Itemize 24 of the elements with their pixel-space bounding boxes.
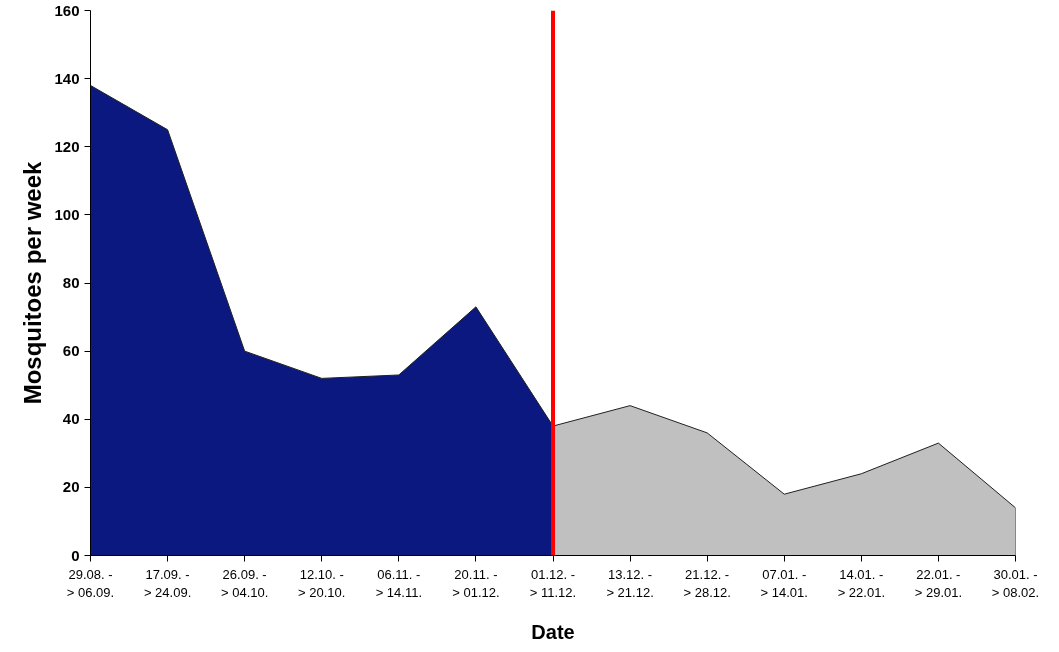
y-tick-label: 140: [54, 69, 80, 87]
y-tick-label: 60: [62, 342, 80, 360]
x-tick-label: 06.11. - > 14.11.: [375, 566, 423, 600]
x-tick-label: 21.12. - > 28.12.: [683, 566, 731, 600]
x-tick-label: 07.01. - > 14.01.: [760, 566, 808, 600]
x-tick-label: 13.12. - > 21.12.: [606, 566, 654, 600]
x-tick-label: 17.09. - > 24.09.: [143, 566, 192, 600]
y-tick-label: 40: [62, 410, 80, 428]
y-tick-label: 0: [71, 546, 80, 564]
y-tick-label: 80: [62, 274, 80, 291]
x-tick-label: 20.11. - > 01.12.: [452, 566, 500, 600]
x-tick-label: 12.10. - > 20.10.: [298, 566, 346, 600]
x-tick-label: 26.09. - > 04.10.: [220, 566, 269, 600]
y-tick-label: 100: [54, 205, 80, 223]
x-tick-label: 30.01. - > 08.02.: [991, 566, 1040, 600]
x-axis-title: Date: [531, 620, 575, 643]
x-tick-label: 22.01. - > 29.01.: [914, 566, 963, 600]
x-tick-label: 01.12. - > 11.12.: [529, 566, 577, 600]
y-tick-label: 120: [54, 137, 80, 155]
y-tick-label: 20: [62, 478, 80, 496]
y-axis-title: Mosquitoes per week: [19, 160, 47, 405]
x-tick-label: 14.01. - > 22.01.: [837, 566, 886, 600]
y-tick-label: 160: [54, 1, 80, 19]
x-tick-label: 29.08. - > 06.09.: [66, 566, 115, 600]
